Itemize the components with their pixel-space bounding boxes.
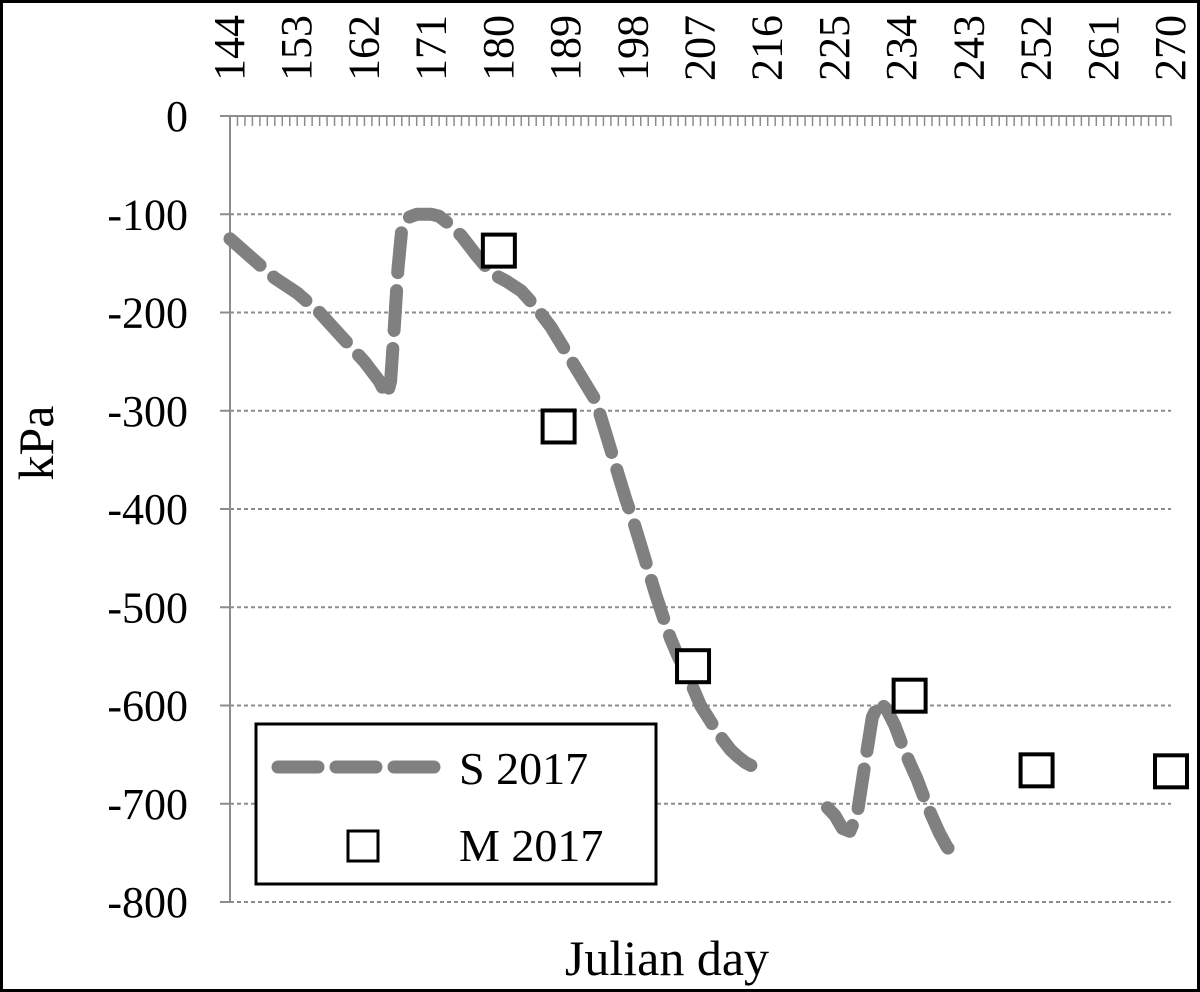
legend-m2017-label: M 2017	[459, 820, 603, 871]
y-tick-label-0: 0	[166, 92, 188, 141]
series-s2017-line-segment-1	[821, 695, 961, 862]
x-tick-label-7: 207	[676, 15, 725, 81]
series-s2017-line-segment-0	[223, 207, 760, 773]
y-tick-label-2: -200	[107, 289, 188, 338]
y-tick-label-1: -100	[107, 190, 188, 239]
x-tick-label-1: 153	[272, 15, 321, 81]
x-tick-label-3: 171	[407, 15, 456, 81]
y-tick-label-3: -300	[107, 387, 188, 436]
legend-s2017-label: S 2017	[459, 743, 588, 794]
series-m2017-point-0	[480, 232, 517, 269]
y-tick-label-6: -600	[107, 682, 188, 731]
series-m2017-point-3	[891, 677, 928, 714]
series-m2017-point-2	[675, 648, 712, 685]
chart-svg: 0 -100 -200 -300 -400 -500 -600 -700 -800 144 153 1…	[8, 15, 1195, 986]
x-tick-label-0: 144	[205, 15, 254, 81]
y-axis-title: kPa	[8, 406, 64, 481]
x-axis-title: Julian day	[565, 930, 769, 986]
x-tick-label-5: 189	[541, 15, 590, 81]
y-tick-label-7: -700	[107, 780, 188, 829]
y-tick-label-4: -400	[107, 485, 188, 534]
legend: S 2017 M 2017	[254, 722, 658, 886]
tick-label-layer: 0 -100 -200 -300 -400 -500 -600 -700 -800 144 153 1…	[107, 15, 1195, 927]
x-tick-label-2: 162	[339, 15, 388, 81]
series-m2017-point-5	[1153, 753, 1189, 790]
series-m2017-point-1	[540, 408, 577, 445]
y-tick-label-5: -500	[107, 583, 188, 632]
x-tick-label-9: 225	[810, 15, 859, 81]
x-tick-label-14: 270	[1146, 15, 1195, 81]
series-m2017-point-4	[1018, 752, 1055, 789]
x-tick-label-8: 216	[743, 15, 792, 81]
series-layer	[223, 207, 1189, 862]
axes-layer	[220, 115, 1172, 903]
x-tick-label-4: 180	[474, 15, 523, 81]
x-tick-label-10: 234	[877, 15, 926, 81]
y-tick-label-8: -800	[107, 878, 188, 927]
x-tick-label-13: 261	[1079, 15, 1128, 81]
x-tick-label-6: 198	[608, 15, 657, 81]
legend-box	[254, 722, 658, 886]
x-tick-label-12: 252	[1012, 15, 1061, 81]
legend-m2017-swatch	[346, 829, 380, 863]
x-tick-label-11: 243	[944, 15, 993, 81]
